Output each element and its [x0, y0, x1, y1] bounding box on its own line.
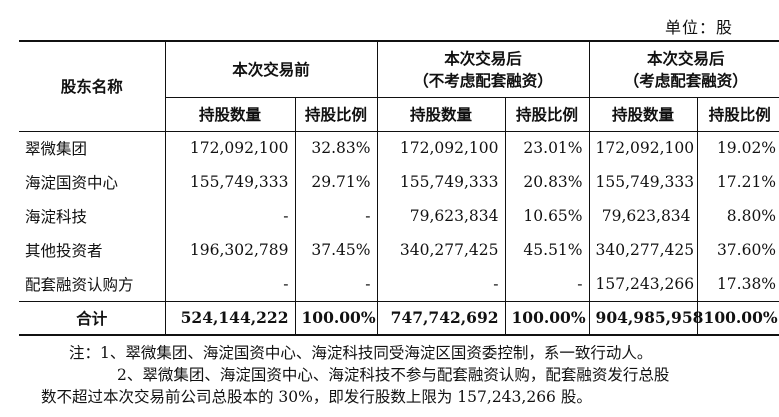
sub-header-ratio: 持股比例 [504, 97, 590, 132]
cell-value: 20.83% [504, 165, 590, 199]
header-row-sub: 持股数量 持股比例 持股数量 持股比例 持股数量 持股比例 [19, 97, 779, 132]
cell-value: 17.21% [696, 165, 779, 199]
col-header-name: 股东名称 [19, 41, 165, 132]
cell-value: 79,623,834 [588, 199, 698, 233]
shareholder-name: 配套融资认购方 [25, 275, 134, 294]
cell-value: - [164, 199, 295, 233]
total-value: 100.00% [504, 301, 590, 335]
note-line-1: 注：1、翠微集团、海淀国资中心、海淀科技同受海淀区国资委控制，系一致行动人。 [69, 344, 653, 362]
total-value: 904,985,958 [588, 301, 703, 335]
sub-header-shares: 持股数量 [164, 97, 295, 132]
cell-value: 29.71% [294, 165, 378, 199]
col-header-name-text: 股东名称 [60, 77, 123, 97]
table-row: 海淀科技 - - 79,623,834 10.65% 79,623,834 8.… [19, 199, 779, 233]
table-row: 翠微集团 172,092,100 32.83% 172,092,100 23.0… [19, 131, 779, 165]
cell-value: 155,749,333 [588, 165, 698, 199]
cell-value: 23.01% [504, 131, 590, 165]
note-line-3: 数不超过本次交易前公司总股本的 30%，即发行股数上限为 157,243,266… [41, 388, 592, 406]
table-row: 配套融资认购方 - - - - 157,243,266 17.38% [19, 267, 779, 301]
sub-header-ratio: 持股比例 [696, 97, 779, 132]
cell-value: 79,623,834 [376, 199, 506, 233]
cell-value: - [164, 267, 295, 301]
total-value: 100.00% [696, 301, 779, 335]
cell-value: 157,243,266 [588, 267, 698, 301]
cell-value: 37.45% [294, 233, 378, 267]
cell-value: 8.80% [696, 199, 779, 233]
table-row: 海淀国资中心 155,749,333 29.71% 155,749,333 20… [19, 165, 779, 199]
cell-value: 37.60% [696, 233, 779, 267]
cell-value: - [294, 267, 378, 301]
total-row: 合计 524,144,222 100.00% 747,742,692 100.0… [19, 301, 779, 335]
group-after1-title: 本次交易后 [444, 49, 522, 69]
cell-value: 17.38% [696, 267, 779, 301]
cell-value: 172,092,100 [376, 131, 506, 165]
sub-header-shares: 持股数量 [588, 97, 698, 132]
shareholder-name: 其他投资者 [25, 242, 103, 260]
unit-label: 单位：股 [664, 18, 733, 37]
sub-header-ratio: 持股比例 [294, 97, 378, 132]
cell-value: 155,749,333 [164, 165, 295, 199]
group-header-after-with-financing: 本次交易后 （考虑配套融资） [588, 41, 779, 98]
total-label: 合计 [76, 308, 108, 328]
group-before-title: 本次交易前 [232, 60, 310, 80]
cell-value: - [294, 199, 378, 233]
cell-value: 340,277,425 [588, 233, 698, 267]
total-value: 524,144,222 [164, 301, 295, 335]
cell-value: 172,092,100 [588, 131, 698, 165]
group-header-before: 本次交易前 [164, 41, 378, 98]
cell-value: 32.83% [294, 131, 378, 165]
group-after1-subtitle: （不考虑配套融资） [413, 71, 553, 91]
table-row: 其他投资者 196,302,789 37.45% 340,277,425 45.… [19, 233, 779, 267]
cell-value: 45.51% [504, 233, 590, 267]
cell-value: 340,277,425 [376, 233, 506, 267]
shareholder-name: 海淀科技 [25, 208, 88, 226]
group-header-after-no-financing: 本次交易后 （不考虑配套融资） [376, 41, 590, 98]
shareholding-table: 股东名称 本次交易前 本次交易后 （不考虑配套融资） 本次交易后 （考虑配套融资… [19, 40, 779, 336]
total-value: 100.00% [294, 301, 378, 335]
cell-value: - [376, 267, 506, 301]
note-line-2: 2、翠微集团、海淀国资中心、海淀科技不参与配套融资认购，配套融资发行总股 [117, 366, 670, 384]
group-after2-subtitle: （考虑配套融资） [623, 71, 748, 91]
cell-value: 155,749,333 [376, 165, 506, 199]
header-row-groups: 股东名称 本次交易前 本次交易后 （不考虑配套融资） 本次交易后 （考虑配套融资… [19, 41, 779, 132]
cell-value: 10.65% [504, 199, 590, 233]
cell-value: 19.02% [696, 131, 779, 165]
cell-value: 196,302,789 [164, 233, 295, 267]
sub-header-shares: 持股数量 [376, 97, 506, 132]
cell-value: - [504, 267, 590, 301]
shareholder-name: 海淀国资中心 [25, 174, 119, 192]
group-after2-title: 本次交易后 [647, 49, 725, 69]
shareholder-name: 翠微集团 [25, 140, 88, 159]
total-value: 747,742,692 [376, 301, 506, 335]
cell-value: 172,092,100 [164, 131, 295, 165]
